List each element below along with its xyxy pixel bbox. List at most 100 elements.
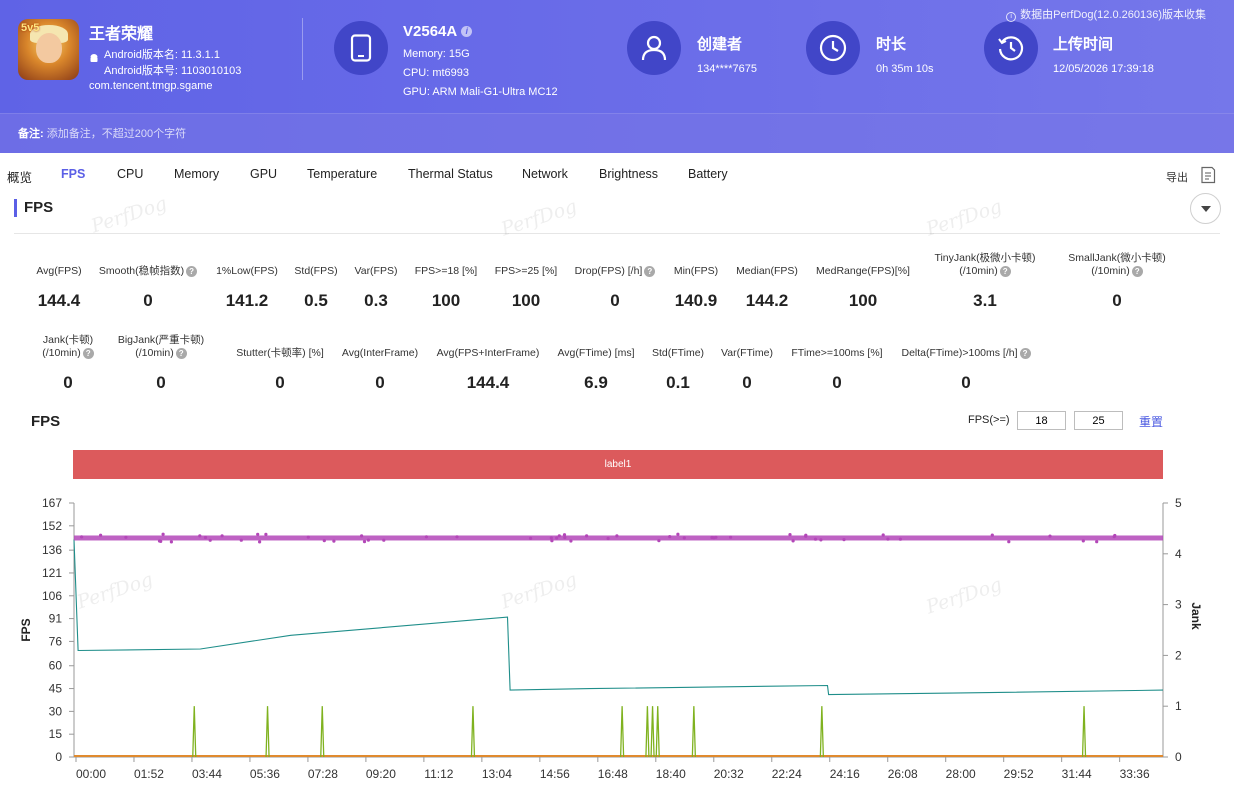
help-icon[interactable]: ? — [644, 266, 656, 277]
fps-point — [615, 534, 619, 538]
y2-axis-label: Jank — [1189, 602, 1203, 630]
series-line — [73, 539, 1164, 696]
metric-jank: Jank(卡顿) (/10min)? 0 — [42, 334, 94, 392]
y-tick-label: 60 — [49, 659, 63, 673]
metric-ftime-ge-100: FTime>=100ms [%] 0 — [791, 347, 883, 392]
collapse-button[interactable] — [1190, 193, 1221, 224]
tab-cpu[interactable]: CPU — [117, 167, 144, 181]
fps-point — [529, 536, 533, 540]
help-icon[interactable]: ? — [175, 348, 187, 359]
tab-memory[interactable]: Memory — [174, 167, 220, 181]
metric-min-fps: Min(FPS) 140.9 — [673, 265, 719, 310]
y2-tick-label: 2 — [1175, 648, 1182, 662]
threshold-label: FPS(>=) — [968, 414, 1010, 426]
threshold-input-1[interactable] — [1017, 411, 1066, 430]
fps-point — [676, 532, 680, 536]
header-divider — [302, 18, 303, 80]
y-tick-label: 121 — [42, 566, 62, 580]
tab-brightness[interactable]: Brightness — [599, 167, 659, 181]
metric-fps-ge-25: FPS>=25 [%] 100 — [494, 265, 558, 310]
fps-point — [842, 538, 846, 542]
tab-gpu[interactable]: GPU — [250, 167, 278, 181]
fps-point — [80, 535, 84, 539]
metric-tiny-jank: TinyJank(极微小卡顿) (/10min)? 3.1 — [934, 252, 1036, 310]
x-tick-label: 13:04 — [482, 767, 512, 781]
export-button[interactable]: 导出 — [1166, 172, 1188, 184]
x-tick-label: 22:24 — [772, 767, 802, 781]
watermark: PerfDog — [88, 192, 170, 238]
jank-spike — [655, 706, 660, 758]
tab-thermal-status[interactable]: Thermal Status — [408, 167, 493, 181]
y-tick-label: 91 — [49, 612, 63, 626]
x-tick-label: 31:44 — [1062, 767, 1092, 781]
help-icon[interactable]: ? — [999, 266, 1011, 277]
fps-point — [549, 536, 553, 540]
tab-fps[interactable]: FPS — [61, 167, 86, 181]
fps-point — [99, 533, 103, 537]
y2-tick-label: 5 — [1175, 496, 1182, 510]
tab-battery[interactable]: Battery — [688, 167, 728, 181]
x-tick-label: 03:44 — [192, 767, 222, 781]
help-icon[interactable]: ? — [186, 266, 198, 277]
fps-point — [788, 533, 792, 537]
user-icon — [627, 21, 681, 75]
metric-median-fps: Median(FPS) 144.2 — [736, 265, 798, 310]
metric-small-jank: SmallJank(微小卡顿) (/10min)? 0 — [1068, 252, 1166, 310]
fps-point — [124, 535, 128, 539]
metric-medrange: MedRange(FPS)[%] 100 — [816, 265, 910, 310]
note-placeholder[interactable]: 添加备注，不超过200个字符 — [46, 128, 187, 140]
fps-point — [1048, 534, 1052, 538]
fps-point — [1095, 540, 1099, 544]
metric-avg-ftime: Avg(FTime) [ms] 6.9 — [557, 347, 635, 392]
metric-std-ftime: Std(FTime) 0.1 — [651, 347, 705, 392]
y-tick-label: 0 — [55, 750, 62, 764]
jank-spike — [645, 706, 650, 758]
metric-fps-ge-18: FPS>=18 [%] 100 — [414, 265, 478, 310]
export-icon[interactable] — [1200, 166, 1216, 184]
x-tick-label: 07:28 — [308, 767, 338, 781]
fps-point — [819, 538, 823, 542]
help-icon[interactable]: ? — [1131, 266, 1143, 277]
fps-point — [657, 539, 661, 543]
help-icon[interactable]: ? — [1019, 348, 1031, 359]
upload-title: 上传时间 — [1053, 36, 1114, 53]
y-tick-label: 30 — [49, 704, 63, 718]
fps-point — [220, 534, 224, 538]
jank-spike — [470, 706, 476, 758]
y2-tick-label: 1 — [1175, 699, 1182, 713]
threshold-input-2[interactable] — [1074, 411, 1123, 430]
fps-point — [804, 534, 808, 538]
section-divider — [14, 233, 1220, 234]
help-icon[interactable]: ? — [82, 348, 94, 359]
metric-drop-fps: Drop(FPS) [/h]? 0 — [555, 265, 675, 310]
metric-stutter: Stutter(卡顿率) [%] 0 — [236, 347, 324, 392]
tab-network[interactable]: Network — [522, 167, 568, 181]
x-tick-label: 01:52 — [134, 767, 164, 781]
clock-icon — [806, 21, 860, 75]
label-bar[interactable]: label1 — [73, 450, 1163, 479]
info-icon[interactable]: i — [461, 26, 473, 37]
fps-point — [424, 535, 428, 539]
fps-point — [563, 535, 567, 540]
upload-value: 12/05/2026 17:39:18 — [1053, 63, 1154, 75]
metric-delta-ftime: Delta(FTime)>100ms [/h]? 0 — [896, 347, 1036, 392]
tab-temperature[interactable]: Temperature — [307, 167, 378, 181]
fps-point — [169, 540, 173, 544]
y2-tick-label: 3 — [1175, 598, 1182, 612]
metric-1pct-low: 1%Low(FPS) 141.2 — [216, 265, 278, 310]
fps-point — [382, 538, 386, 542]
jank-spike — [691, 706, 697, 758]
device-memory: Memory: 15G — [403, 48, 470, 60]
note-field[interactable]: 备注: 添加备注，不超过200个字符 — [0, 113, 1234, 153]
reset-button[interactable]: 重置 — [1139, 415, 1164, 429]
jank-spike — [650, 706, 655, 758]
app-package: com.tencent.tmgp.sgame — [89, 80, 213, 92]
y-tick-label: 15 — [49, 727, 63, 741]
y2-tick-label: 4 — [1175, 547, 1182, 561]
fps-point — [569, 539, 573, 543]
metric-var-ftime: Var(FTime) 0 — [721, 347, 773, 392]
fps-point — [1081, 539, 1085, 543]
y-tick-label: 45 — [49, 682, 63, 696]
tab-overview[interactable]: 概览 — [7, 171, 33, 185]
